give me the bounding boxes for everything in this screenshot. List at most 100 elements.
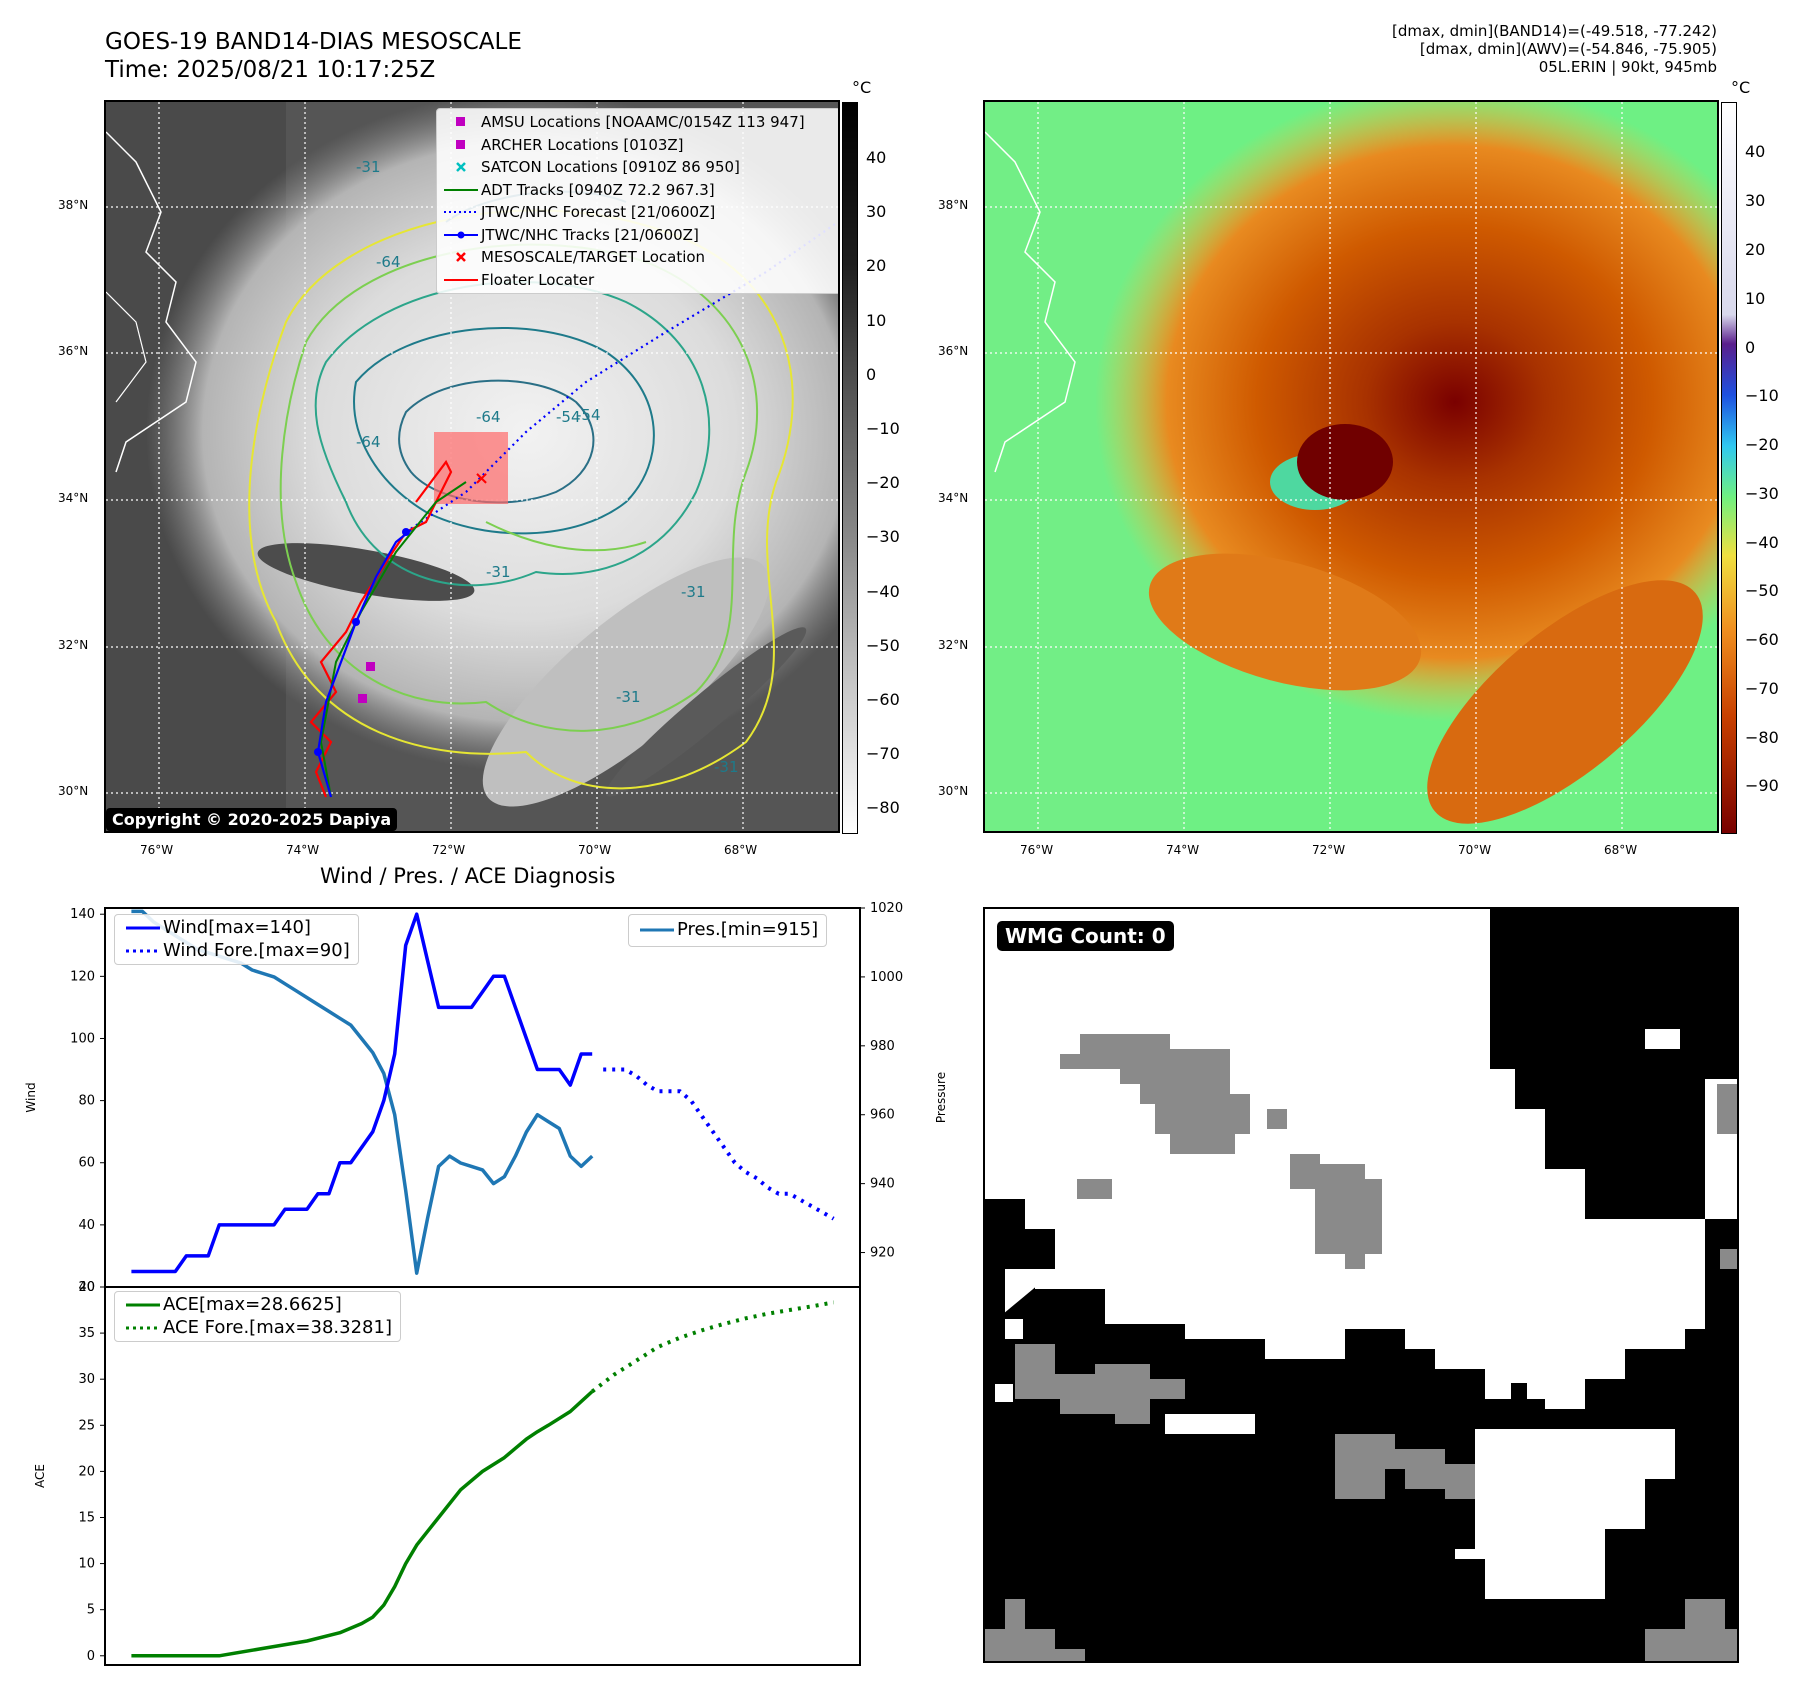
- legend-label: Wind Fore.[max=90]: [163, 939, 350, 961]
- wind-tick-label: 100: [70, 1031, 95, 1046]
- colorbar-tick: −70: [1745, 679, 1779, 698]
- lat-label: 30°N: [58, 784, 89, 798]
- legend-item: Pres.[min=915]: [637, 919, 818, 942]
- legend-label: Floater Locater: [481, 270, 595, 289]
- legend-item: JTWC/NHC Forecast [21/0600Z]: [441, 201, 836, 224]
- legend-item: Wind Fore.[max=90]: [123, 940, 350, 963]
- lat-label: 38°N: [58, 198, 89, 212]
- colorbar-tick: −20: [1745, 435, 1779, 454]
- colorbar-left: [842, 102, 858, 834]
- ace-tick-label: 30: [78, 1372, 95, 1387]
- colorbar-unit: °C: [1731, 78, 1751, 97]
- wmg-panel: WMG Count: 0: [983, 907, 1739, 1663]
- lon-label: 70°W: [1458, 843, 1492, 857]
- ace-tick-label: 40: [78, 1280, 95, 1295]
- copyright-badge: Copyright © 2020-2025 Dapiya: [106, 808, 398, 831]
- colorbar-right: [1721, 102, 1737, 834]
- legend-item: ARCHER Locations [0103Z]: [441, 134, 836, 157]
- colorbar-unit: °C: [852, 78, 872, 97]
- wind-tick-label: 60: [78, 1156, 95, 1171]
- pressure-tick-label: 960: [870, 1108, 895, 1123]
- legend-item: JTWC/NHC Tracks [21/0600Z]: [441, 224, 836, 247]
- legend-label: SATCON Locations [0910Z 86 950]: [481, 158, 740, 176]
- coastline: [985, 131, 1076, 473]
- wind-tick-label: 120: [70, 969, 95, 984]
- ace-tick-label: 35: [78, 1326, 95, 1341]
- legend-item: AMSU Locations [NOAAMC/0154Z 113 947]: [441, 111, 836, 134]
- contour-label: -31: [681, 583, 706, 601]
- lon-label: 74°W: [1166, 843, 1200, 857]
- legend-label: ARCHER Locations [0103Z]: [481, 135, 684, 154]
- lat-label: 38°N: [938, 198, 969, 212]
- colorbar-tick: 0: [866, 365, 877, 384]
- legend-item: Wind[max=140]: [123, 917, 350, 940]
- contour-label: -31: [616, 688, 641, 706]
- legend-label: ACE Fore.[max=38.3281]: [163, 1316, 392, 1338]
- stats-header: [dmax, dmin](BAND14)=(-49.518, -77.242) …: [1392, 22, 1717, 76]
- contour-label: -31: [714, 758, 739, 776]
- title-product: GOES-19 BAND14-DIAS MESOSCALE: [105, 29, 522, 55]
- ace-tick-label: 10: [78, 1557, 95, 1572]
- colorbar-tick: 10: [1745, 289, 1766, 308]
- contour-label: -54: [576, 406, 601, 424]
- lon-label: 72°W: [1312, 843, 1346, 857]
- legend-item: ACE[max=28.6625]: [123, 1294, 392, 1317]
- lon-label: 72°W: [432, 843, 466, 857]
- legend-label: ADT Tracks [0940Z 72.2 967.3]: [481, 180, 715, 199]
- archer-marker: [358, 694, 367, 703]
- legend-label: MESOSCALE/TARGET Location: [481, 248, 706, 266]
- title-time: Time: 2025/08/21 10:17:25Z: [105, 57, 436, 83]
- contour-label: -64: [476, 408, 501, 426]
- colorbar-tick: 40: [866, 148, 887, 167]
- ace-axis-label: ACE: [33, 1464, 47, 1488]
- colorbar-tick: −80: [1745, 728, 1779, 747]
- awv-map-panel: [983, 100, 1719, 833]
- colorbar-tick: 0: [1745, 338, 1756, 357]
- colorbar-tick: −20: [866, 473, 900, 492]
- wmg-count-badge: WMG Count: 0: [997, 921, 1174, 951]
- target-marker: ×: [474, 468, 489, 489]
- legend-item: ACE Fore.[max=38.3281]: [123, 1317, 392, 1340]
- floater-track: [309, 459, 453, 798]
- colorbar-tick: −50: [1745, 581, 1779, 600]
- ace-tick-label: 25: [78, 1418, 95, 1433]
- lat-lon-grid: [985, 102, 1717, 831]
- legend-label: JTWC/NHC Tracks [21/0600Z]: [481, 225, 699, 244]
- lat-label: 34°N: [938, 491, 969, 505]
- pressure-tick-label: 920: [870, 1246, 895, 1261]
- ace-plot-frame: [104, 1286, 861, 1666]
- pressure-axis: 1020 1000 980 960 940 920: [860, 901, 903, 1261]
- legend-label: ACE[max=28.6625]: [163, 1294, 342, 1315]
- colorbar-tick: −10: [866, 419, 900, 438]
- line-icon: [441, 187, 481, 193]
- amsu-marker: [366, 662, 375, 671]
- contour-label: -31: [356, 158, 381, 176]
- square-icon: [441, 139, 481, 151]
- legend-item: MESOSCALE/TARGET Location: [441, 246, 836, 269]
- lon-label: 74°W: [286, 843, 320, 857]
- chart-title: GOES-19 BAND14-DIAS MESOSCALE Time: 2025…: [105, 28, 522, 84]
- lon-label: 76°W: [1020, 843, 1054, 857]
- awv-stats: [dmax, dmin](AWV)=(-54.846, -75.905): [1419, 40, 1717, 58]
- legend-item: Floater Locater: [441, 269, 836, 292]
- lat-label: 32°N: [58, 638, 89, 652]
- colorbar-tick: 40: [1745, 142, 1766, 161]
- line-icon: [441, 277, 481, 283]
- colorbar-tick: 20: [1745, 240, 1766, 259]
- wind-line: [131, 912, 593, 1274]
- pressure-axis-label: Pressure: [934, 1072, 948, 1123]
- ace-line: [131, 1390, 594, 1658]
- ace-axis: 40 35 30 25 20 15 10 5 0: [78, 1280, 105, 1664]
- wind-axis-label: Wind: [24, 1082, 38, 1112]
- square-icon: [441, 116, 481, 128]
- dotted-line-icon: [123, 1325, 163, 1331]
- colorbar-tick: −60: [1745, 630, 1779, 649]
- colorbar-tick: −80: [866, 798, 900, 817]
- pressure-line: [131, 909, 594, 1275]
- map-legend: AMSU Locations [NOAAMC/0154Z 113 947] AR…: [436, 108, 838, 294]
- colorbar-tick: −30: [866, 527, 900, 546]
- legend-label: Pres.[min=915]: [677, 919, 819, 940]
- pressure-tick-label: 980: [870, 1039, 895, 1054]
